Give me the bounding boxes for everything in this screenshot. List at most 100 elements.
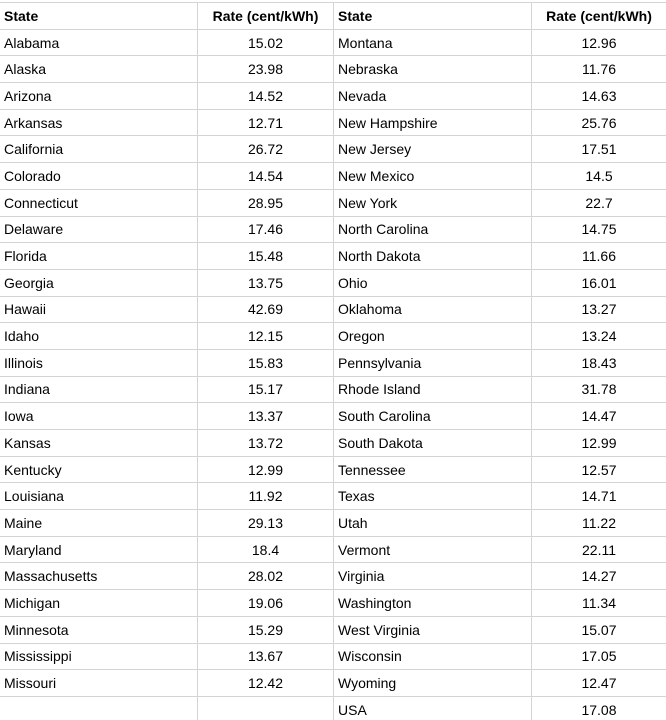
cell-rate-right[interactable]: 18.43 xyxy=(531,348,666,377)
cell-rate-left[interactable]: 12.71 xyxy=(197,108,334,137)
cell-rate-right[interactable]: 12.96 xyxy=(531,28,666,57)
cell-rate-right[interactable]: 17.05 xyxy=(531,642,666,671)
cell-state-left[interactable]: Minnesota xyxy=(0,615,198,644)
cell-rate-right[interactable]: 17.08 xyxy=(531,695,666,720)
cell-state-left[interactable]: Louisiana xyxy=(0,482,198,511)
cell-rate-left[interactable]: 17.46 xyxy=(197,215,334,244)
cell-state-right[interactable]: USA xyxy=(333,695,532,720)
cell-rate-left[interactable]: 15.02 xyxy=(197,28,334,57)
cell-rate-right[interactable]: 14.71 xyxy=(531,482,666,511)
cell-rate-left[interactable]: 28.95 xyxy=(197,188,334,217)
cell-state-left[interactable]: Alabama xyxy=(0,28,198,57)
cell-rate-left[interactable]: 13.75 xyxy=(197,268,334,297)
cell-rate-right[interactable]: 11.66 xyxy=(531,242,666,270)
cell-state-left[interactable]: Missouri xyxy=(0,669,198,697)
cell-rate-left[interactable]: 15.17 xyxy=(197,375,334,404)
cell-state-right[interactable]: New Hampshire xyxy=(333,108,532,137)
cell-rate-left[interactable]: 19.06 xyxy=(197,589,334,617)
cell-state-left[interactable]: Indiana xyxy=(0,375,198,404)
cell-state-left[interactable]: Connecticut xyxy=(0,188,198,217)
cell-rate-right[interactable]: 14.75 xyxy=(531,215,666,244)
cell-rate-right[interactable]: 12.47 xyxy=(531,669,666,697)
cell-state-left[interactable]: Maine xyxy=(0,509,198,537)
cell-state-left[interactable] xyxy=(0,695,198,720)
cell-state-right[interactable]: New York xyxy=(333,188,532,217)
cell-state-left[interactable]: Idaho xyxy=(0,322,198,350)
cell-rate-left[interactable]: 13.67 xyxy=(197,642,334,671)
cell-state-left[interactable]: California xyxy=(0,135,198,164)
cell-state-right[interactable]: Montana xyxy=(333,28,532,57)
cell-rate-left[interactable]: 12.99 xyxy=(197,455,334,484)
cell-rate-left[interactable]: 26.72 xyxy=(197,135,334,164)
cell-state-right[interactable]: South Carolina xyxy=(333,402,532,430)
cell-state-left[interactable]: Mississippi xyxy=(0,642,198,671)
cell-state-left[interactable]: Illinois xyxy=(0,348,198,377)
header-cell-state-right[interactable]: State xyxy=(333,2,532,30)
cell-rate-right[interactable]: 13.24 xyxy=(531,322,666,350)
cell-rate-left[interactable]: 15.83 xyxy=(197,348,334,377)
cell-rate-left[interactable]: 11.92 xyxy=(197,482,334,511)
cell-state-right[interactable]: Oregon xyxy=(333,322,532,350)
cell-state-left[interactable]: Delaware xyxy=(0,215,198,244)
cell-state-right[interactable]: Virginia xyxy=(333,562,532,591)
cell-state-right[interactable]: Ohio xyxy=(333,268,532,297)
cell-state-right[interactable]: West Virginia xyxy=(333,615,532,644)
cell-rate-right[interactable]: 14.5 xyxy=(531,162,666,190)
cell-rate-left[interactable]: 23.98 xyxy=(197,55,334,84)
cell-state-right[interactable]: South Dakota xyxy=(333,429,532,457)
cell-rate-left[interactable] xyxy=(197,695,334,720)
cell-state-left[interactable]: Alaska xyxy=(0,55,198,84)
cell-rate-left[interactable]: 15.48 xyxy=(197,242,334,270)
cell-state-left[interactable]: Arizona xyxy=(0,82,198,110)
cell-rate-left[interactable]: 13.72 xyxy=(197,429,334,457)
cell-state-right[interactable]: Nebraska xyxy=(333,55,532,84)
cell-state-right[interactable]: North Dakota xyxy=(333,242,532,270)
cell-rate-right[interactable]: 14.27 xyxy=(531,562,666,591)
cell-rate-right[interactable]: 15.07 xyxy=(531,615,666,644)
cell-state-left[interactable]: Colorado xyxy=(0,162,198,190)
cell-rate-left[interactable]: 12.42 xyxy=(197,669,334,697)
cell-rate-right[interactable]: 13.27 xyxy=(531,295,666,324)
cell-state-right[interactable]: Pennsylvania xyxy=(333,348,532,377)
cell-rate-left[interactable]: 14.54 xyxy=(197,162,334,190)
cell-rate-right[interactable]: 25.76 xyxy=(531,108,666,137)
cell-rate-right[interactable]: 12.57 xyxy=(531,455,666,484)
cell-state-left[interactable]: Michigan xyxy=(0,589,198,617)
cell-rate-right[interactable]: 17.51 xyxy=(531,135,666,164)
cell-state-right[interactable]: Tennessee xyxy=(333,455,532,484)
cell-rate-right[interactable]: 31.78 xyxy=(531,375,666,404)
cell-state-right[interactable]: Oklahoma xyxy=(333,295,532,324)
cell-rate-left[interactable]: 29.13 xyxy=(197,509,334,537)
cell-state-right[interactable]: New Mexico xyxy=(333,162,532,190)
cell-state-right[interactable]: Nevada xyxy=(333,82,532,110)
cell-rate-right[interactable]: 22.7 xyxy=(531,188,666,217)
header-cell-rate-left[interactable]: Rate (cent/kWh) xyxy=(197,2,334,30)
cell-state-left[interactable]: Massachusetts xyxy=(0,562,198,591)
cell-state-left[interactable]: Kansas xyxy=(0,429,198,457)
cell-rate-right[interactable]: 11.22 xyxy=(531,509,666,537)
cell-state-right[interactable]: North Carolina xyxy=(333,215,532,244)
header-cell-rate-right[interactable]: Rate (cent/kWh) xyxy=(531,2,666,30)
cell-state-left[interactable]: Kentucky xyxy=(0,455,198,484)
header-cell-state-left[interactable]: State xyxy=(0,2,198,30)
cell-rate-left[interactable]: 12.15 xyxy=(197,322,334,350)
cell-state-right[interactable]: Vermont xyxy=(333,535,532,564)
cell-rate-right[interactable]: 14.47 xyxy=(531,402,666,430)
cell-rate-left[interactable]: 42.69 xyxy=(197,295,334,324)
cell-rate-right[interactable]: 22.11 xyxy=(531,535,666,564)
cell-rate-right[interactable]: 11.76 xyxy=(531,55,666,84)
cell-state-left[interactable]: Hawaii xyxy=(0,295,198,324)
cell-state-right[interactable]: Utah xyxy=(333,509,532,537)
cell-state-left[interactable]: Maryland xyxy=(0,535,198,564)
cell-state-left[interactable]: Arkansas xyxy=(0,108,198,137)
cell-state-right[interactable]: Wisconsin xyxy=(333,642,532,671)
cell-rate-right[interactable]: 16.01 xyxy=(531,268,666,297)
cell-rate-right[interactable]: 12.99 xyxy=(531,429,666,457)
cell-rate-right[interactable]: 11.34 xyxy=(531,589,666,617)
cell-state-left[interactable]: Florida xyxy=(0,242,198,270)
cell-rate-left[interactable]: 18.4 xyxy=(197,535,334,564)
cell-rate-left[interactable]: 13.37 xyxy=(197,402,334,430)
cell-state-right[interactable]: Rhode Island xyxy=(333,375,532,404)
cell-rate-left[interactable]: 14.52 xyxy=(197,82,334,110)
cell-rate-right[interactable]: 14.63 xyxy=(531,82,666,110)
